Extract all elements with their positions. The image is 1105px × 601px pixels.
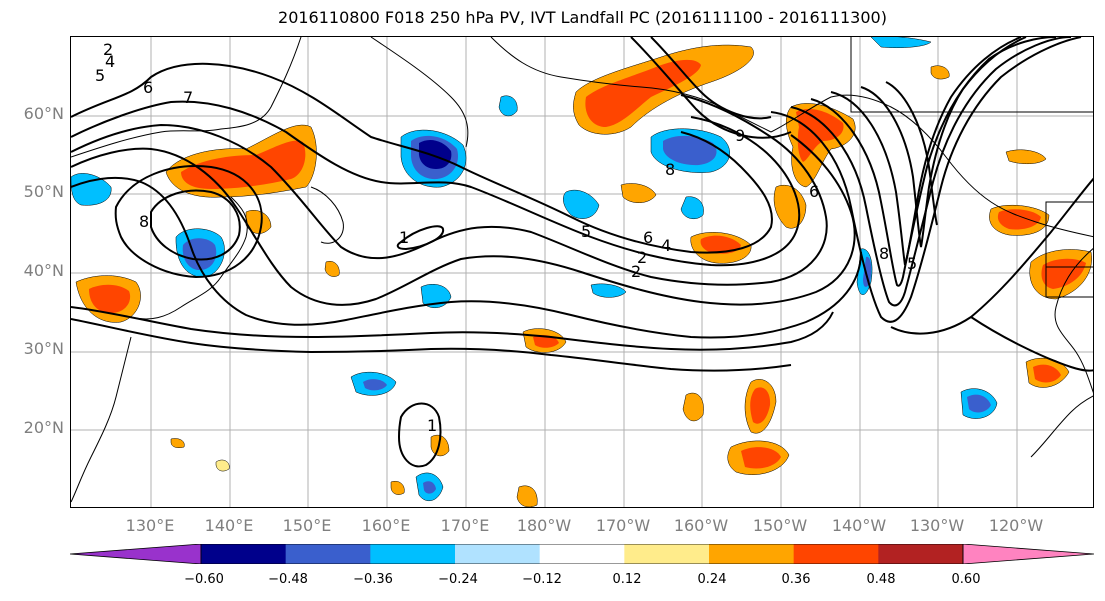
lon-label: 120°W [988,516,1044,535]
contour-labels: 2 4 5 6 7 8 1 2 5 6 9 8 6 8 5 1 2 4 [95,40,917,435]
colorbar-extend-low [70,544,202,564]
contour-label: 2 [637,248,647,267]
lon-label: 140°E [204,516,254,535]
contour-label: 2 [103,40,113,59]
contour-label: 8 [139,212,149,231]
colorbar-swatch [624,544,710,564]
map-plot-area: 2 4 5 6 7 8 1 2 5 6 9 8 6 8 5 1 2 4 [70,36,1094,508]
contour-label: 6 [809,182,819,201]
lat-label: 40°N [23,261,64,280]
colorbar-tick: 0.24 [697,572,727,587]
contour-label: 4 [661,236,671,255]
lon-label: 160°W [673,516,729,535]
lon-label: 150°W [752,516,808,535]
lat-label: 30°N [23,339,64,358]
colorbar-tick: 0.12 [612,572,642,587]
lon-label: 160°E [361,516,411,535]
contour-label: 2 [631,262,641,281]
lon-label: 140°W [831,516,887,535]
lon-label: 170°W [595,516,651,535]
colorbar-tick: −0.36 [353,572,393,587]
colorbar-frame [200,544,964,564]
contour-label: 5 [581,222,591,241]
contour-label: 5 [907,254,917,273]
lon-label: 130°E [125,516,175,535]
lat-label: 50°N [23,182,64,201]
map-canvas: 2 4 5 6 7 8 1 2 5 6 9 8 6 8 5 1 2 4 [71,37,1093,507]
lon-label: 130°W [909,516,965,535]
contour-label: 5 [95,66,105,85]
pv-contours [71,37,1093,468]
lon-label: 150°E [282,516,332,535]
lat-label: 20°N [23,418,64,437]
contour-label: 6 [643,228,653,247]
colorbar-tick: 0.36 [781,572,811,587]
lat-label: 60°N [23,104,64,123]
colorbar-extend-high [962,544,1094,564]
colorbar-tick: −0.60 [184,572,224,587]
contour-label: 1 [399,228,409,247]
map-title: 2016110800 F018 250 hPa PV, IVT Landfall… [278,8,887,27]
colorbar-tick: −0.12 [522,572,562,587]
colorbar-swatch [709,544,795,564]
colorbar [70,544,1094,564]
contour-label: 9 [735,126,745,145]
colorbar-swatch [455,544,541,564]
colorbar-swatch [539,544,625,564]
colorbar-swatch [793,544,879,564]
colorbar-tick: 0.48 [866,572,896,587]
contour-label: 8 [665,160,675,179]
coastlines [71,37,1093,503]
contour-label: 7 [183,88,193,107]
colorbar-tick: −0.24 [438,572,478,587]
lon-label: 180°W [516,516,572,535]
contour-label: 8 [879,244,889,263]
colorbar-swatch [285,544,371,564]
colorbar-swatch [201,544,287,564]
contour-label: 6 [143,78,153,97]
colorbar-swatch [370,544,456,564]
colorbar-tick: −0.48 [268,572,308,587]
colorbar-swatch [878,544,964,564]
contour-label: 4 [105,52,115,71]
lon-label: 170°E [440,516,490,535]
contour-label: 1 [427,416,437,435]
colorbar-tick: 0.60 [951,572,981,587]
